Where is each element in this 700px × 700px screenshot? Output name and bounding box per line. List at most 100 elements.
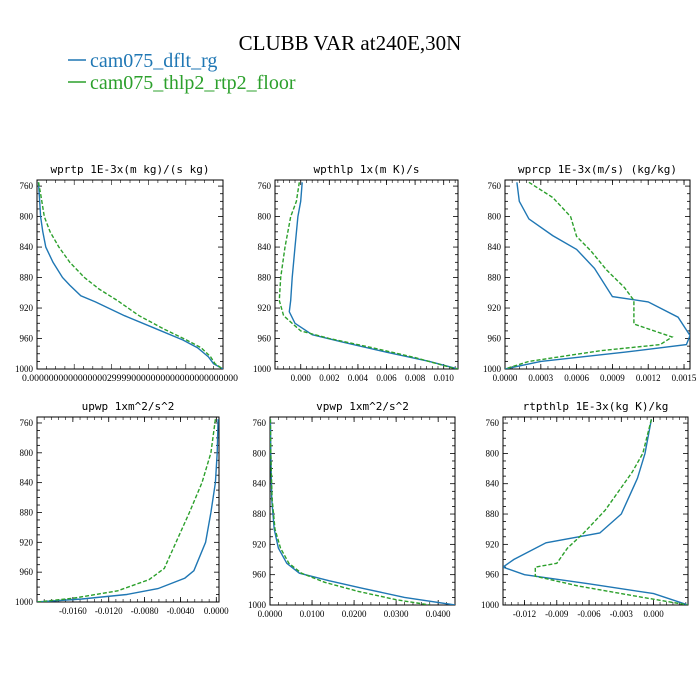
- y-tick-label: 880: [20, 273, 34, 283]
- series-line-thlp2-rtp2-floor: [37, 419, 217, 602]
- y-tick-label: 880: [488, 273, 502, 283]
- x-tick-label: -0.009: [545, 609, 569, 619]
- y-tick-label: 960: [488, 334, 502, 344]
- x-tick-label: 0.0009: [600, 373, 625, 383]
- plot-frame: [504, 179, 691, 370]
- series-line-dflt-rg: [288, 182, 458, 369]
- y-tick-label: 920: [20, 303, 34, 313]
- y-tick-label: 840: [20, 242, 34, 252]
- x-tick-label: 0.00000000000000002999900000000000000000…: [22, 373, 239, 383]
- y-tick-label: 760: [258, 181, 272, 191]
- panel-3: wprcp 1E-3x(m/s) (kg/kg) 760 800 840 880 920 9…: [483, 163, 697, 383]
- plot-frame: [269, 416, 456, 606]
- panel-title: wpthlp 1x(m K)/s: [314, 163, 420, 176]
- y-tick-label: 800: [486, 448, 500, 458]
- figure-title: CLUBB VAR at240E,30N: [239, 31, 462, 55]
- y-tick-label: 1000: [253, 364, 272, 374]
- y-tick-label: 880: [258, 273, 272, 283]
- panel-title: wprcp 1E-3x(m/s) (kg/kg): [518, 163, 677, 176]
- legend: cam075_dflt_rg cam075_thlp2_rtp2_floor: [68, 50, 296, 94]
- y-tick-label: 840: [253, 479, 267, 489]
- series-line-thlp2-rtp2-floor: [505, 181, 674, 369]
- y-tick-label: 920: [258, 303, 272, 313]
- x-tick-label: 0.0006: [564, 373, 589, 383]
- plot-frame: [274, 179, 459, 370]
- y-tick-label: 920: [20, 537, 34, 547]
- panel-title: vpwp 1xm^2/s^2: [316, 400, 409, 413]
- y-tick-label: 880: [253, 509, 267, 519]
- x-tick-label: 0.004: [348, 373, 369, 383]
- x-tick-label: 0.006: [376, 373, 397, 383]
- x-tick-label: 0.0000: [204, 606, 229, 616]
- y-tick-label: 800: [20, 212, 34, 222]
- y-tick-label: 960: [20, 334, 34, 344]
- x-tick-label: 0.0000: [493, 373, 518, 383]
- x-tick-label: 0.008: [405, 373, 426, 383]
- y-tick-label: 1000: [481, 600, 500, 610]
- x-tick-label: -0.012: [513, 609, 536, 619]
- series-line-dflt-rg: [505, 182, 690, 369]
- panel-1: wprtp 1E-3x(m kg)/(s kg) 760 800 840 880 920 9…: [15, 163, 239, 383]
- y-tick-label: 880: [486, 509, 500, 519]
- series-line-thlp2-rtp2-floor: [534, 419, 688, 605]
- x-tick-label: 0.0012: [636, 373, 661, 383]
- series-line-thlp2-rtp2-floor: [37, 182, 223, 369]
- panel-title: wprtp 1E-3x(m kg)/(s kg): [51, 163, 210, 176]
- panel-2: wpthlp 1x(m K)/s 760 800 840 880 920 960 1000 0.…: [253, 163, 459, 383]
- x-tick-label: -0.0080: [131, 606, 159, 616]
- y-tick-label: 840: [486, 479, 500, 489]
- y-tick-label: 920: [486, 539, 500, 549]
- x-tick-label: -0.0040: [167, 606, 195, 616]
- x-tick-label: -0.003: [610, 609, 634, 619]
- x-tick-label: -0.0120: [95, 606, 123, 616]
- panel-title: rtpthlp 1E-3x(kg K)/kg: [523, 400, 669, 413]
- y-tick-label: 800: [258, 212, 272, 222]
- plot-frame: [502, 416, 689, 606]
- y-tick-label: 960: [258, 334, 272, 344]
- x-tick-label: 0.0400: [426, 609, 451, 619]
- y-tick-label: 920: [253, 539, 267, 549]
- panels: wprtp 1E-3x(m kg)/(s kg) 760 800 840 880 920 9…: [15, 163, 697, 619]
- y-tick-label: 1000: [15, 364, 34, 374]
- series-line-dflt-rg: [503, 419, 688, 605]
- x-tick-label: 0.0200: [342, 609, 367, 619]
- y-tick-label: 800: [20, 448, 34, 458]
- y-tick-label: 840: [488, 242, 502, 252]
- x-tick-label: 0.0003: [528, 373, 553, 383]
- panel-4: upwp 1xm^2/s^2 760 800 840 880 920 960 1000 -0.0…: [15, 400, 229, 616]
- y-tick-label: 840: [20, 478, 34, 488]
- y-tick-label: 760: [486, 418, 500, 428]
- y-tick-label: 840: [258, 242, 272, 252]
- x-tick-label: 0.0300: [384, 609, 409, 619]
- x-tick-label: 0.000: [291, 373, 312, 383]
- y-tick-label: 960: [253, 570, 267, 580]
- x-tick-label: 0.000: [643, 609, 664, 619]
- series-line-dflt-rg: [37, 182, 223, 369]
- y-tick-label: 800: [488, 212, 502, 222]
- panel-5: vpwp 1xm^2/s^2 760 800 840 880 920 960 10000.00…: [248, 400, 456, 619]
- y-tick-label: 880: [20, 507, 34, 517]
- panel-6: rtpthlp 1E-3x(kg K)/kg 760 800 840 880 920 960…: [481, 400, 689, 619]
- x-tick-label: -0.0160: [59, 606, 87, 616]
- y-tick-label: 920: [488, 303, 502, 313]
- y-tick-label: 760: [488, 181, 502, 191]
- y-tick-label: 800: [253, 448, 267, 458]
- legend-label-dflt: cam075_dflt_rg: [90, 50, 217, 72]
- legend-label-floor: cam075_thlp2_rtp2_floor: [90, 72, 296, 94]
- plot-frame: [36, 416, 220, 603]
- series-line-thlp2-rtp2-floor: [270, 419, 430, 605]
- y-tick-label: 1000: [15, 597, 34, 607]
- y-tick-label: 760: [253, 418, 267, 428]
- x-tick-label: -0.006: [577, 609, 601, 619]
- series-line-dflt-rg: [270, 419, 455, 605]
- y-tick-label: 960: [486, 570, 500, 580]
- x-tick-label: 0.010: [434, 373, 455, 383]
- x-tick-label: 0.0100: [300, 609, 325, 619]
- x-tick-label: 0.0015: [672, 373, 697, 383]
- series-line-thlp2-rtp2-floor: [278, 182, 458, 369]
- y-tick-label: 1000: [483, 364, 502, 374]
- series-line-dflt-rg: [37, 419, 219, 602]
- plot-frame: [36, 179, 224, 370]
- y-tick-label: 760: [20, 418, 34, 428]
